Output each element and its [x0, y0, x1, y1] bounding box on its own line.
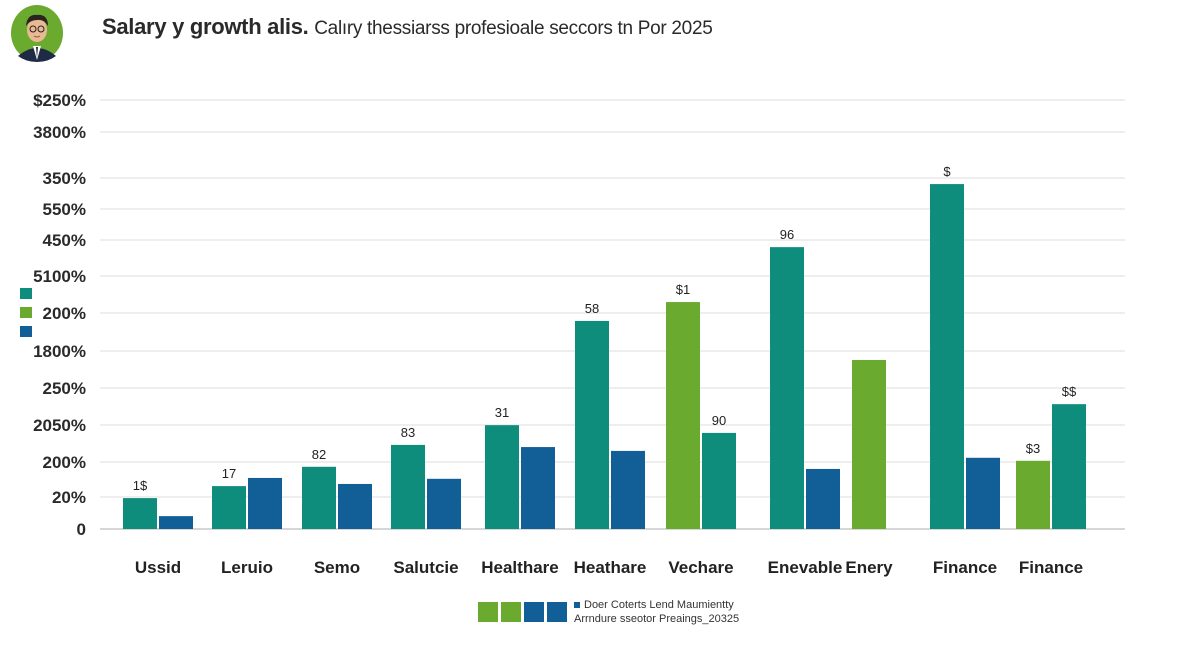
data-label: 90: [712, 413, 726, 428]
chart-title: Salary y growth alis. Calıry thessiarss …: [102, 14, 713, 40]
y-tick-label: 20%: [52, 488, 86, 507]
data-label: 31: [495, 405, 509, 420]
y-tick-label: $250%: [33, 91, 86, 110]
x-tick-label: Enevable: [768, 558, 843, 577]
bar-green: [1016, 460, 1050, 529]
y-tick-label: 200%: [43, 304, 86, 323]
bar-green: [852, 359, 886, 529]
data-label: 96: [780, 227, 794, 242]
x-tick-label: Healthare: [481, 558, 558, 577]
bar-blue: [338, 483, 372, 529]
y-tick-label: 350%: [43, 169, 86, 188]
bar-teal: [930, 184, 964, 530]
bar-teal: [212, 486, 246, 529]
data-label: 1$: [133, 478, 148, 493]
title-bold: Salary y growth alis.: [102, 14, 309, 39]
bar-green: [666, 302, 700, 529]
side-legend-swatch-green: [20, 307, 32, 318]
legend-swatch-blue: [524, 602, 544, 622]
bar-blue: [521, 447, 555, 529]
legend-swatch-green: [501, 602, 521, 622]
data-label: $1: [676, 282, 690, 297]
bar-blue: [248, 477, 282, 529]
x-tick-label: Heathare: [574, 558, 647, 577]
y-tick-label: 1800%: [33, 342, 86, 361]
bar-blue: [427, 478, 461, 529]
title-rest: Calıry thessiarss profesioale seccors tn…: [314, 18, 713, 39]
bar-teal: [485, 425, 519, 529]
legend-text: Doer Coterts Lend Maumientty Arrndure ss…: [574, 598, 739, 626]
legend-line-1: Doer Coterts Lend Maumientty: [584, 599, 734, 611]
data-label: 17: [222, 466, 236, 481]
x-tick-label: Salutcie: [393, 558, 458, 577]
legend-swatch-green: [478, 602, 498, 622]
bar-teal: [391, 444, 425, 529]
bar-blue: [611, 450, 645, 529]
data-label: $$: [1062, 384, 1077, 399]
x-tick-label: Vechare: [668, 558, 733, 577]
x-tick-label: Finance: [1019, 558, 1083, 577]
data-label: 82: [312, 447, 326, 462]
bar-blue: [159, 516, 193, 529]
y-tick-label: 2050%: [33, 416, 86, 435]
side-legend-swatch-blue: [20, 326, 32, 337]
x-tick-label: Finance: [933, 558, 997, 577]
y-tick-label: 250%: [43, 379, 86, 398]
data-label: 58: [585, 301, 599, 316]
y-tick-label: 550%: [43, 200, 86, 219]
x-tick-label: Enery: [845, 558, 893, 577]
bar-teal: [302, 466, 336, 529]
y-tick-label: 5100%: [33, 267, 86, 286]
data-label: $3: [1026, 441, 1040, 456]
bar-teal: [575, 320, 609, 529]
bar-teal: [702, 432, 736, 529]
legend-swatch-blue: [547, 602, 567, 622]
bar-teal: [770, 247, 804, 529]
legend-line-2: Arrndure sseotor Preaings_20325: [574, 613, 740, 625]
y-tick-label: 450%: [43, 231, 86, 250]
y-tick-label: 200%: [43, 453, 86, 472]
x-tick-label: Ussid: [135, 558, 181, 577]
data-label: 83: [401, 425, 415, 440]
bar-blue: [966, 457, 1000, 529]
legend-marker: [574, 602, 580, 608]
businessman-avatar-icon: [11, 5, 63, 62]
y-tick-label: 0: [77, 520, 86, 539]
bar-blue: [806, 468, 840, 529]
bar-teal: [1052, 404, 1086, 529]
x-tick-label: Leruio: [221, 558, 273, 577]
x-tick-label: Semo: [314, 558, 360, 577]
data-label: $: [943, 164, 951, 179]
side-legend-swatch-teal: [20, 288, 32, 299]
y-tick-label: 3800%: [33, 123, 86, 142]
bar-teal: [123, 498, 157, 529]
